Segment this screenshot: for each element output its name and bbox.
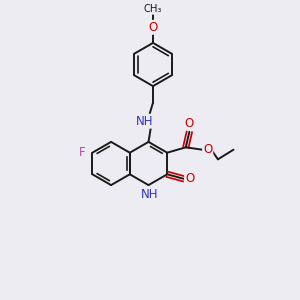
- Text: NH: NH: [141, 188, 159, 201]
- Text: O: O: [203, 142, 212, 156]
- Text: CH₃: CH₃: [144, 4, 162, 14]
- Text: O: O: [185, 172, 194, 185]
- Text: F: F: [79, 146, 85, 159]
- Text: O: O: [185, 117, 194, 130]
- Text: O: O: [148, 21, 158, 34]
- Text: NH: NH: [136, 115, 153, 128]
